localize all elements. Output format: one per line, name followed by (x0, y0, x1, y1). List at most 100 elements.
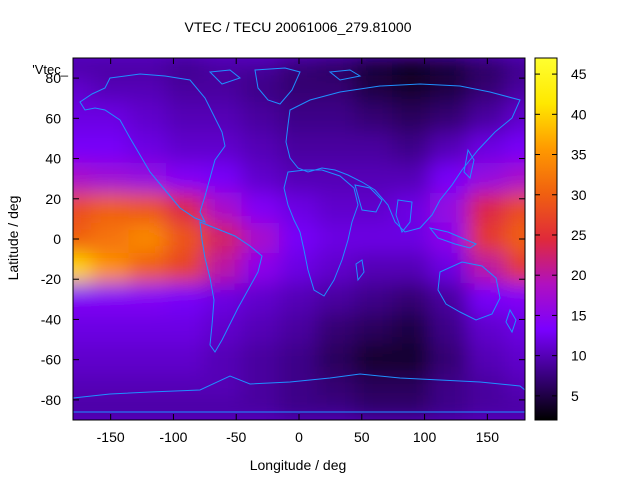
x-tick-label: -150 (97, 429, 125, 445)
colorbar-tick-label: 25 (571, 227, 587, 243)
heatmap-cell (90, 222, 131, 256)
heatmap-cell (354, 313, 395, 346)
heatmap-cell (241, 401, 282, 420)
heatmap-cell (73, 102, 93, 135)
heatmap-cell (203, 343, 244, 376)
heatmap-cell (505, 222, 525, 256)
heatmap-cell (166, 283, 206, 316)
heatmap-cell (90, 253, 131, 286)
y-tick-label: -40 (41, 311, 61, 327)
heatmap-area (73, 58, 525, 420)
heatmap-cell (392, 192, 432, 225)
colorbar-tick-label: 5 (571, 388, 579, 404)
heatmap-cell (429, 401, 470, 420)
heatmap-cell (354, 343, 395, 376)
x-tick-label: 50 (354, 429, 370, 445)
colorbar-tick-label: 40 (571, 106, 587, 122)
heatmap-cell (392, 132, 432, 165)
heatmap-cell (73, 132, 93, 165)
y-tick-label: 40 (45, 151, 61, 167)
heatmap-cell (429, 343, 470, 376)
heatmap-cell (203, 102, 244, 135)
heatmap-cell (241, 283, 282, 316)
heatmap-cell (467, 74, 508, 105)
heatmap-cell (505, 132, 525, 165)
heatmap-cell (505, 58, 525, 77)
x-tick-label: 150 (476, 429, 500, 445)
heatmap-cell (392, 74, 432, 105)
heatmap-cell (354, 192, 395, 225)
heatmap-cell (241, 132, 282, 165)
heatmap-cell (316, 58, 357, 77)
heatmap-cell (354, 401, 395, 420)
heatmap-cell (90, 373, 131, 404)
heatmap-cell (279, 313, 319, 346)
legend-entry: 'Vtec_ (32, 62, 68, 77)
heatmap-cell (354, 373, 395, 404)
y-tick-label: 20 (45, 191, 61, 207)
heatmap-cell (241, 343, 282, 376)
heatmap-cell (128, 253, 169, 286)
heatmap-cell (90, 132, 131, 165)
heatmap-cell (203, 162, 244, 195)
heatmap-cell (73, 192, 93, 225)
heatmap-cell (316, 74, 357, 105)
heatmap-cell (166, 132, 206, 165)
heatmap-cell (316, 102, 357, 135)
heatmap-cell (203, 373, 244, 404)
heatmap-cell (90, 58, 131, 77)
heatmap-cell (128, 343, 169, 376)
heatmap-cell (166, 162, 206, 195)
heatmap-cell (316, 401, 357, 420)
heatmap-cell (241, 74, 282, 105)
heatmap-cell (392, 58, 432, 77)
heatmap-cell (73, 401, 93, 420)
y-axis: -80 -60 -40 -20 0 20 40 60 80 (41, 70, 525, 408)
heatmap-cell (392, 162, 432, 195)
heatmap-cell (128, 313, 169, 346)
heatmap-cell (429, 222, 470, 256)
heatmap-cell (128, 74, 169, 105)
heatmap-cell (166, 373, 206, 404)
heatmap-cell (279, 222, 319, 256)
heatmap-cell (316, 373, 357, 404)
heatmap-cell (467, 401, 508, 420)
heatmap-cell (73, 343, 93, 376)
heatmap-cell (279, 401, 319, 420)
heatmap-cell (429, 373, 470, 404)
heatmap-cell (354, 58, 395, 77)
heatmap-cell (90, 283, 131, 316)
heatmap-cell (316, 283, 357, 316)
heatmap-cell (392, 343, 432, 376)
y-tick-label: -20 (41, 271, 61, 287)
x-axis: -150 -100 -50 0 50 100 150 (97, 58, 500, 445)
heatmap-cell (203, 401, 244, 420)
heatmap-cell (73, 58, 93, 77)
heatmap-cell (467, 253, 508, 286)
heatmap-cell (90, 192, 131, 225)
heatmap-cell (429, 74, 470, 105)
heatmap-cell (316, 343, 357, 376)
heatmap-cell (90, 313, 131, 346)
heatmap-cell (429, 58, 470, 77)
colorbar: 5 10 15 20 25 30 35 40 45 (534, 57, 587, 421)
heatmap-cell (128, 132, 169, 165)
heatmap-cell (241, 192, 282, 225)
heatmap-cell (316, 222, 357, 256)
y-tick-label: -60 (41, 352, 61, 368)
heatmap-cell (505, 343, 525, 376)
colorbar-tick-label: 45 (571, 66, 587, 82)
heatmap-cell (279, 162, 319, 195)
heatmap-cell (73, 313, 93, 346)
heatmap-cell (467, 283, 508, 316)
heatmap-cell (166, 343, 206, 376)
heatmap-cell (354, 283, 395, 316)
heatmap-cell (392, 313, 432, 346)
heatmap-cell (467, 222, 508, 256)
heatmap-cell (166, 58, 206, 77)
heatmap-cell (354, 132, 395, 165)
heatmap-cell (203, 58, 244, 77)
heatmap-cell (429, 132, 470, 165)
heatmap-cell (73, 222, 93, 256)
heatmap-cell (316, 162, 357, 195)
